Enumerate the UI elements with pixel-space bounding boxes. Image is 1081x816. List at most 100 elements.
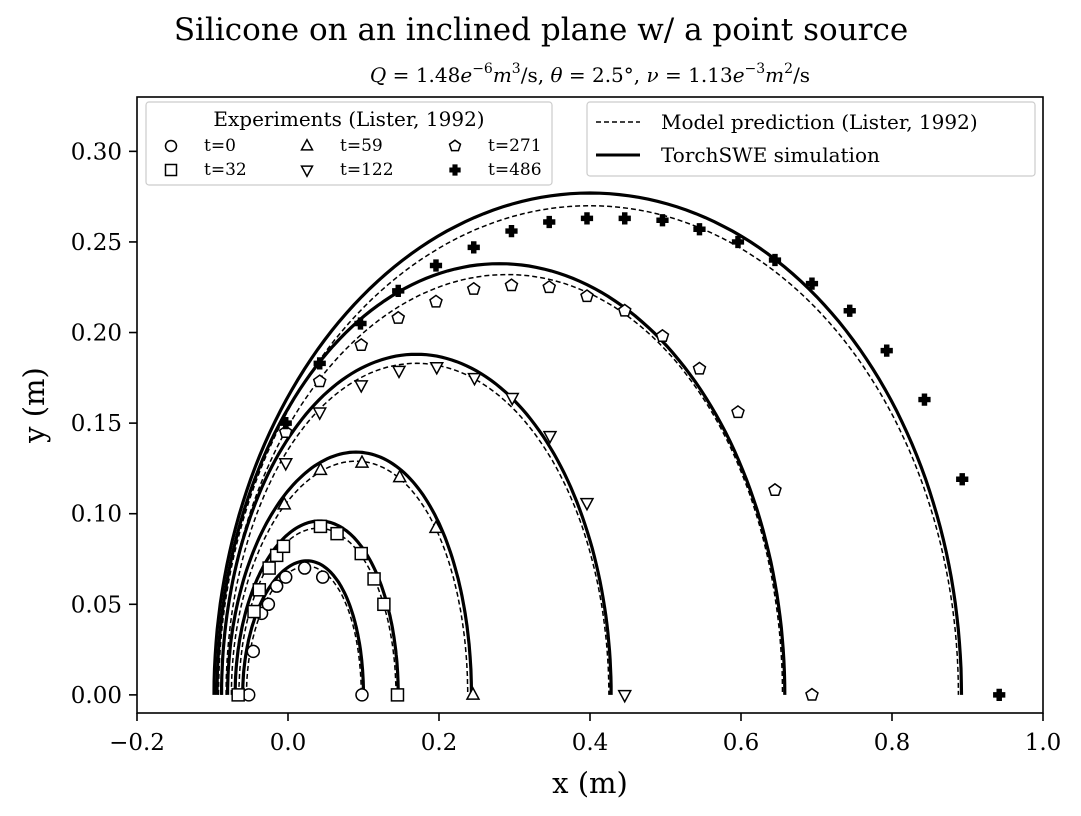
model-curve-2: [230, 460, 469, 695]
exp-marker-t=122-3: [391, 365, 407, 380]
exp-marker-t=271-7: [542, 280, 557, 294]
exp-marker-t=32-3: [262, 561, 276, 575]
exp-marker-t=32-9: [367, 572, 381, 586]
legend-label-t=271: t=271: [488, 136, 542, 156]
y-tick-label-3: 0.15: [71, 411, 122, 437]
exp-marker-t=486-8: [580, 212, 594, 225]
exp-marker-t=32-0: [231, 688, 245, 702]
exp-marker-t=59-0: [276, 496, 292, 510]
exp-marker-t=486-12: [731, 235, 745, 249]
exp-marker-t=122-2: [353, 380, 369, 394]
exp-marker-t=271-8: [580, 289, 594, 303]
exp-marker-t=486-6: [505, 224, 518, 238]
exp-marker-t=0-6: [297, 561, 312, 575]
legend-marker-t=0: [164, 139, 178, 153]
exp-marker-t=486-7: [543, 215, 556, 229]
legend-marker-t=271: [448, 139, 462, 152]
exp-marker-t=486-15: [843, 304, 856, 317]
chart-title: Silicone on an inclined plane w/ a point…: [174, 12, 908, 48]
exp-marker-t=122-4: [429, 362, 444, 376]
exp-marker-t=59-1: [313, 461, 328, 476]
exp-marker-t=0-8: [355, 688, 369, 702]
y-tick-label-6: 0.30: [71, 139, 122, 165]
exp-marker-t=271-12: [731, 405, 745, 419]
model-curve-5: [217, 204, 960, 695]
x-tick-label-3: 0.4: [572, 730, 609, 756]
model-curve-4: [220, 273, 784, 695]
legend-experiments-box: [145, 101, 553, 186]
exp-marker-t=32-2: [252, 583, 267, 597]
y-tick-label-5: 0.25: [71, 230, 122, 256]
x-tick-label-0: −0.2: [109, 730, 165, 756]
exp-marker-t=32-5: [276, 539, 291, 554]
y-axis-label: y (m): [17, 367, 51, 444]
exp-marker-t=486-9: [618, 212, 631, 225]
x-axis-label: x (m): [552, 766, 628, 800]
exp-marker-t=271-0: [278, 424, 293, 439]
exp-marker-t=486-14: [805, 277, 819, 290]
legend-models-box: [586, 101, 1036, 177]
legend-marker-t=32: [164, 163, 178, 177]
exp-marker-t=32-8: [354, 546, 368, 561]
exp-marker-t=32-11: [390, 688, 405, 702]
exp-marker-t=122-7: [542, 430, 558, 445]
exp-marker-t=59-5: [465, 686, 481, 700]
exp-marker-t=122-1: [312, 407, 327, 421]
exp-marker-t=486-4: [429, 259, 443, 272]
x-tick-label-2: 0.2: [421, 730, 458, 756]
legend-marker-t=486: [449, 164, 461, 176]
exp-marker-t=32-6: [313, 519, 328, 534]
exp-marker-t=271-10: [655, 328, 670, 342]
exp-marker-t=271-3: [391, 310, 406, 324]
legend-label-t=122: t=122: [340, 160, 394, 180]
y-tick-label-2: 0.10: [71, 502, 122, 528]
exp-marker-t=486-17: [918, 393, 931, 406]
exp-marker-t=486-0: [279, 416, 292, 430]
exp-marker-t=271-1: [312, 374, 327, 388]
exp-marker-t=486-5: [467, 241, 480, 254]
legend-sim-label: TorchSWE simulation: [661, 143, 880, 167]
plot-frame: [136, 96, 1044, 714]
exp-marker-t=0-5: [278, 570, 293, 584]
exp-marker-t=271-5: [466, 281, 481, 295]
exp-marker-t=59-4: [428, 519, 444, 534]
legend-label-t=0: t=0: [204, 136, 236, 156]
exp-marker-t=271-14: [805, 687, 819, 701]
exp-marker-t=271-2: [354, 337, 369, 352]
sim-curve-2: [226, 450, 474, 695]
sim-curve-5: [212, 191, 964, 695]
y-tick-label-0: 0.00: [71, 683, 122, 709]
exp-marker-t=271-4: [429, 294, 443, 308]
exp-marker-t=486-10: [656, 214, 669, 227]
chart-subtitle: Q = 1.48e−6m3/s, θ = 2.5°, ν = 1.13e−3m2…: [370, 61, 810, 87]
exp-marker-t=122-0: [278, 458, 293, 472]
legend-model-label: Model prediction (Lister, 1992): [661, 110, 978, 134]
exp-marker-t=0-7: [315, 570, 330, 584]
exp-marker-t=59-3: [392, 468, 407, 483]
y-tick-label-1: 0.05: [71, 592, 122, 618]
exp-marker-t=0-4: [269, 579, 284, 593]
exp-marker-t=32-7: [330, 526, 344, 541]
exp-marker-t=59-2: [354, 454, 370, 468]
legend-marker-t=122: [300, 165, 314, 178]
legend-label-t=486: t=486: [488, 160, 542, 180]
legend-marker-t=59: [300, 138, 314, 151]
exp-marker-t=486-11: [693, 223, 706, 236]
exp-marker-t=122-5: [467, 372, 482, 387]
exp-marker-t=486-2: [354, 317, 367, 330]
exp-marker-t=32-1: [247, 604, 261, 619]
exp-marker-t=486-13: [768, 253, 782, 267]
sim-curve-0: [241, 559, 366, 695]
exp-marker-t=271-6: [504, 278, 519, 292]
sim-curve-4: [215, 262, 787, 695]
exp-marker-t=486-19: [993, 688, 1006, 702]
x-tick-label-4: 0.6: [723, 730, 760, 756]
exp-marker-t=122-6: [504, 392, 520, 407]
sim-curve-3: [220, 352, 613, 695]
x-tick-label-6: 1.0: [1025, 730, 1062, 756]
exp-marker-t=486-16: [880, 344, 893, 357]
exp-marker-t=0-1: [246, 644, 261, 659]
exp-marker-t=271-9: [617, 303, 632, 317]
exp-marker-t=486-1: [313, 357, 326, 370]
